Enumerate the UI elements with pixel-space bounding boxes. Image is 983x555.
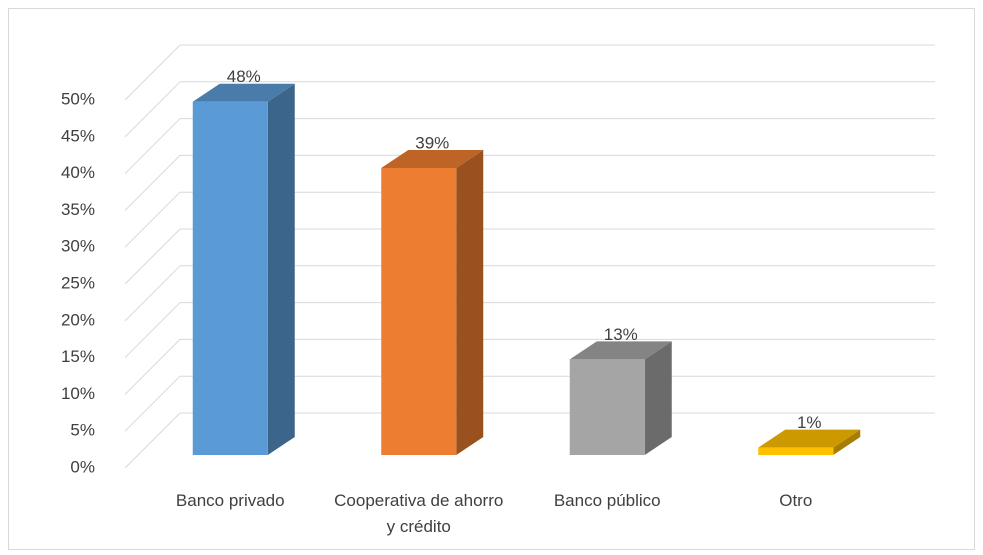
bar-top (381, 149, 484, 168)
y-tick-label: 10% (61, 384, 95, 403)
grid-line-side (124, 302, 181, 358)
bar-side (456, 149, 484, 455)
bar (569, 359, 645, 455)
grid-line-side (124, 265, 181, 322)
y-tick-label: 50% (61, 89, 95, 108)
value-label: 48% (227, 67, 261, 86)
y-tick-label: 15% (61, 347, 95, 366)
chart-border (8, 8, 975, 550)
x-tick-label: Cooperativa de ahorro y crédito (334, 491, 504, 536)
bar (381, 167, 457, 455)
bar-side (833, 429, 861, 455)
grid-line-side (124, 339, 181, 395)
value-label: 39% (415, 133, 449, 152)
grid-line-side (124, 375, 181, 432)
grid-line-side (124, 412, 181, 469)
grid-line-side (124, 44, 181, 101)
grid-line-side (124, 228, 181, 285)
y-tick-label: 0% (70, 457, 95, 476)
grid-line-side (124, 118, 181, 174)
bar-top (758, 429, 861, 448)
x-tick-label: Banco público (553, 491, 661, 510)
value-label: 1% (797, 413, 822, 432)
y-tick-label: 5% (70, 421, 95, 440)
y-tick-label: 40% (61, 163, 95, 182)
grid-line-side (124, 191, 181, 248)
bar-top (569, 341, 672, 360)
bar-side (267, 83, 295, 455)
y-tick-label: 30% (61, 237, 95, 256)
y-tick-label: 25% (61, 273, 95, 292)
bar (192, 101, 268, 455)
y-tick-label: 20% (61, 310, 95, 329)
y-tick-label: 35% (61, 200, 95, 219)
x-tick-label: Otro (779, 491, 813, 510)
bar-top (192, 83, 295, 102)
grid-line-side (124, 155, 181, 211)
y-tick-label: 45% (61, 126, 95, 145)
bar-side (644, 341, 672, 455)
value-label: 13% (604, 325, 638, 344)
bar (758, 447, 834, 455)
x-tick-label: Banco privado (175, 491, 285, 510)
grid-line-side (124, 81, 181, 138)
